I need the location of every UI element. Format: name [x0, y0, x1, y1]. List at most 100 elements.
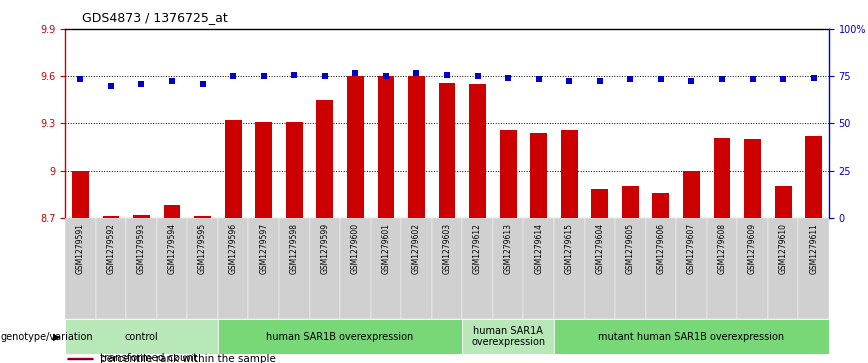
- Text: human SAR1B overexpression: human SAR1B overexpression: [266, 332, 414, 342]
- Text: human SAR1A
overexpression: human SAR1A overexpression: [471, 326, 545, 347]
- Bar: [371, 218, 401, 319]
- Point: [593, 78, 607, 84]
- Bar: [102, 216, 119, 218]
- Bar: [768, 218, 799, 319]
- Text: control: control: [125, 332, 158, 342]
- Bar: [737, 218, 768, 319]
- Point: [715, 77, 729, 82]
- Text: GSM1279599: GSM1279599: [320, 223, 329, 274]
- Bar: [806, 136, 822, 218]
- Text: GSM1279592: GSM1279592: [107, 223, 115, 274]
- Bar: [530, 133, 547, 218]
- Bar: [707, 218, 737, 319]
- Bar: [646, 218, 676, 319]
- Bar: [493, 218, 523, 319]
- Bar: [676, 218, 707, 319]
- Text: GSM1279613: GSM1279613: [503, 223, 513, 274]
- Bar: [164, 205, 181, 218]
- Bar: [591, 189, 608, 218]
- Point: [410, 70, 424, 76]
- Bar: [554, 218, 584, 319]
- Bar: [438, 82, 456, 218]
- Bar: [187, 218, 218, 319]
- Point: [654, 77, 667, 82]
- Bar: [347, 76, 364, 218]
- Bar: [463, 218, 493, 319]
- Bar: [310, 218, 340, 319]
- Bar: [470, 84, 486, 218]
- Bar: [95, 218, 126, 319]
- Bar: [279, 218, 310, 319]
- Text: GSM1279594: GSM1279594: [168, 223, 176, 274]
- Point: [623, 77, 637, 82]
- Bar: [523, 218, 554, 319]
- Point: [74, 77, 88, 82]
- Point: [318, 73, 332, 79]
- Bar: [408, 76, 424, 218]
- Text: GDS4873 / 1376725_at: GDS4873 / 1376725_at: [82, 11, 228, 24]
- Bar: [157, 218, 187, 319]
- Bar: [194, 216, 211, 218]
- Text: GSM1279603: GSM1279603: [443, 223, 451, 274]
- Text: ▶: ▶: [53, 332, 61, 342]
- Text: GSM1279597: GSM1279597: [260, 223, 268, 274]
- Text: GSM1279600: GSM1279600: [351, 223, 360, 274]
- Text: GSM1279609: GSM1279609: [748, 223, 757, 274]
- Point: [165, 78, 179, 84]
- Point: [440, 72, 454, 78]
- Bar: [65, 319, 218, 354]
- Bar: [286, 122, 303, 218]
- Text: GSM1279611: GSM1279611: [809, 223, 819, 274]
- Point: [776, 77, 790, 82]
- Point: [379, 73, 393, 79]
- Bar: [584, 218, 615, 319]
- Point: [348, 70, 362, 76]
- Bar: [72, 171, 89, 218]
- Bar: [218, 319, 463, 354]
- Text: GSM1279602: GSM1279602: [412, 223, 421, 274]
- Text: GSM1279598: GSM1279598: [290, 223, 299, 274]
- Bar: [65, 218, 95, 319]
- Text: GSM1279593: GSM1279593: [137, 223, 146, 274]
- Text: GSM1279596: GSM1279596: [228, 223, 238, 274]
- Bar: [225, 120, 241, 218]
- Bar: [615, 218, 646, 319]
- Bar: [218, 218, 248, 319]
- Bar: [713, 138, 730, 218]
- Bar: [799, 218, 829, 319]
- Bar: [683, 171, 700, 218]
- Text: GSM1279604: GSM1279604: [595, 223, 604, 274]
- Text: GSM1279607: GSM1279607: [687, 223, 696, 274]
- Bar: [431, 218, 463, 319]
- Text: GSM1279612: GSM1279612: [473, 223, 482, 274]
- Point: [104, 83, 118, 89]
- Point: [470, 73, 484, 79]
- Text: GSM1279591: GSM1279591: [76, 223, 85, 274]
- Point: [287, 72, 301, 78]
- Text: percentile rank within the sample: percentile rank within the sample: [100, 354, 276, 363]
- Point: [257, 73, 271, 79]
- Bar: [340, 218, 371, 319]
- Bar: [561, 130, 577, 218]
- Bar: [775, 186, 792, 218]
- Point: [806, 75, 820, 81]
- Point: [562, 78, 576, 84]
- Bar: [554, 319, 829, 354]
- Text: GSM1279615: GSM1279615: [565, 223, 574, 274]
- Text: transformed count: transformed count: [100, 353, 197, 363]
- Point: [501, 75, 515, 81]
- Bar: [622, 186, 639, 218]
- Bar: [744, 139, 761, 218]
- Text: mutant human SAR1B overexpression: mutant human SAR1B overexpression: [598, 332, 785, 342]
- Text: GSM1279608: GSM1279608: [718, 223, 727, 274]
- Text: genotype/variation: genotype/variation: [1, 332, 94, 342]
- Point: [135, 81, 148, 87]
- Bar: [500, 130, 516, 218]
- Text: GSM1279614: GSM1279614: [534, 223, 543, 274]
- Point: [746, 77, 760, 82]
- Bar: [255, 122, 272, 218]
- Text: GSM1279601: GSM1279601: [381, 223, 391, 274]
- Point: [195, 81, 209, 87]
- Bar: [378, 76, 394, 218]
- Bar: [653, 193, 669, 218]
